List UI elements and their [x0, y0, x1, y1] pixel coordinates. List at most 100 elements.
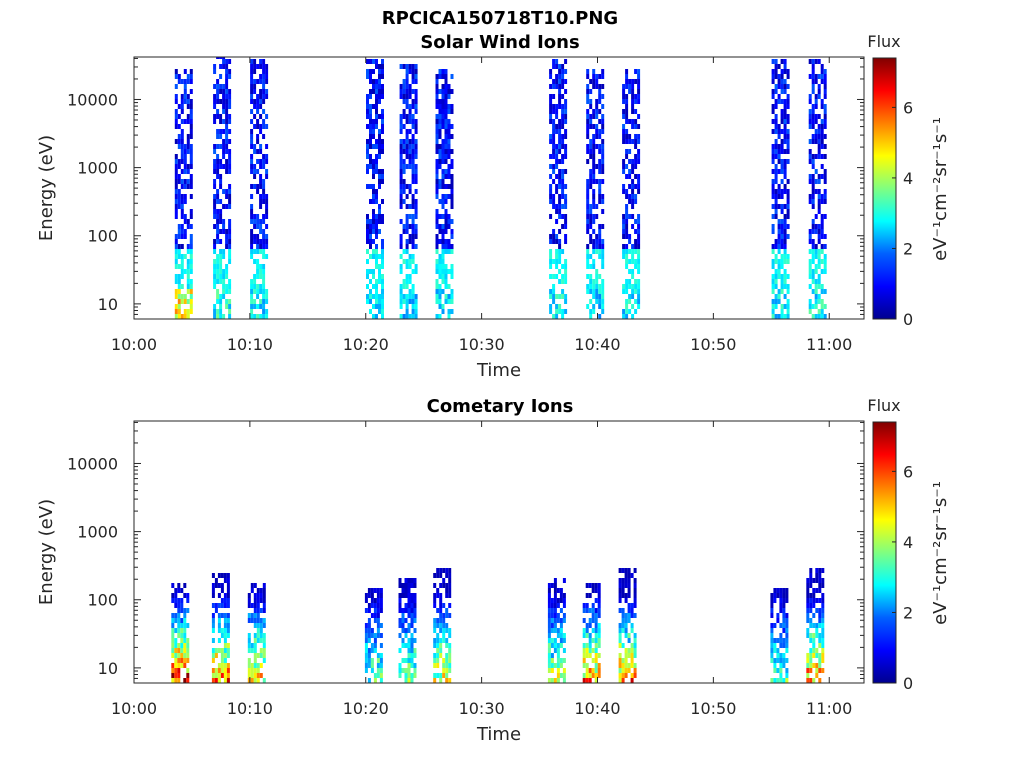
- heatmap-cell: [189, 79, 193, 84]
- heatmap-cell: [444, 194, 448, 199]
- heatmap-cell: [633, 638, 637, 643]
- heatmap-cell: [811, 194, 815, 199]
- heatmap-cell: [558, 94, 562, 99]
- heatmap-cell: [550, 678, 554, 683]
- heatmap-cell: [595, 164, 599, 169]
- heatmap-cell: [818, 658, 822, 663]
- heatmap-cell: [550, 603, 554, 608]
- heatmap-cell: [621, 618, 625, 623]
- heatmap-cell: [782, 603, 786, 608]
- heatmap-cell: [399, 219, 403, 224]
- heatmap-cell: [171, 598, 175, 603]
- heatmap-cell: [558, 229, 562, 234]
- heatmap-cell: [786, 209, 790, 214]
- heatmap-cell: [779, 653, 783, 658]
- heatmap-cell: [174, 603, 178, 608]
- heatmap-cell: [378, 294, 381, 299]
- heatmap-cell: [601, 254, 605, 259]
- heatmap-cell: [817, 89, 821, 94]
- heatmap-cell: [598, 164, 602, 169]
- heatmap-cell: [186, 74, 190, 79]
- heatmap-cell: [414, 74, 418, 79]
- heatmap-cell: [631, 79, 635, 84]
- heatmap-cell: [399, 149, 403, 154]
- heatmap-cell: [372, 249, 375, 254]
- heatmap-cell: [595, 284, 599, 289]
- heatmap-cell: [820, 139, 824, 144]
- heatmap-cell: [812, 598, 816, 603]
- heatmap-cell: [216, 299, 220, 304]
- colorbar-gradient: [872, 57, 897, 320]
- heatmap-cell: [780, 114, 784, 119]
- heatmap-cell: [558, 69, 562, 74]
- heatmap-cell: [253, 219, 257, 224]
- heatmap-cell: [586, 124, 590, 129]
- heatmap-cell: [219, 239, 223, 244]
- heatmap-cell: [558, 74, 562, 79]
- heatmap-cell: [222, 254, 226, 259]
- heatmap-cell: [367, 608, 371, 613]
- heatmap-cell: [808, 304, 812, 309]
- heatmap-cell: [407, 598, 411, 603]
- heatmap-cell: [820, 299, 824, 304]
- heatmap-cell: [177, 663, 181, 668]
- heatmap-cell: [601, 144, 605, 149]
- heatmap-cell: [780, 99, 784, 104]
- heatmap-cell: [369, 254, 372, 259]
- heatmap-cell: [381, 249, 384, 254]
- heatmap-cell: [180, 254, 184, 259]
- heatmap-cell: [405, 139, 409, 144]
- heatmap-cell: [817, 199, 821, 204]
- heatmap-cell: [177, 314, 181, 319]
- heatmap-cell: [564, 144, 568, 149]
- heatmap-cell: [216, 259, 220, 264]
- heatmap-cell: [398, 633, 402, 638]
- heatmap-cell: [219, 269, 223, 274]
- heatmap-cell: [262, 643, 266, 648]
- heatmap-cell: [555, 114, 559, 119]
- heatmap-cell: [814, 254, 818, 259]
- heatmap-cell: [177, 204, 181, 209]
- heatmap-cell: [225, 164, 229, 169]
- heatmap-cell: [183, 79, 187, 84]
- heatmap-cell: [556, 628, 560, 633]
- heatmap-cell: [414, 149, 418, 154]
- heatmap-cell: [436, 608, 440, 613]
- heatmap-cell: [222, 59, 226, 64]
- heatmap-cell: [771, 144, 775, 149]
- heatmap-cell: [256, 314, 260, 319]
- heatmap-cell: [445, 653, 449, 658]
- heatmap-cell: [408, 239, 412, 244]
- heatmap-cell: [806, 618, 810, 623]
- heatmap-cell: [618, 643, 622, 648]
- heatmap-cell: [402, 94, 406, 99]
- heatmap-cell: [777, 259, 781, 264]
- heatmap-cell: [414, 314, 418, 319]
- heatmap-cell: [379, 668, 383, 673]
- heatmap-cell: [780, 309, 784, 314]
- heatmap-cell: [637, 259, 641, 264]
- heatmap-cell: [628, 294, 632, 299]
- heatmap-cell: [253, 69, 257, 74]
- heatmap-cell: [256, 214, 260, 219]
- heatmap-cell: [628, 299, 632, 304]
- heatmap-cell: [180, 658, 184, 663]
- heatmap-cell: [399, 284, 403, 289]
- heatmap-cell: [183, 164, 187, 169]
- heatmap-cell: [265, 199, 269, 204]
- heatmap-cell: [401, 628, 405, 633]
- heatmap-cell: [786, 144, 790, 149]
- heatmap-cell: [405, 79, 409, 84]
- heatmap-cell: [217, 603, 221, 608]
- heatmap-cell: [783, 174, 787, 179]
- heatmap-cell: [445, 623, 449, 628]
- heatmap-cell: [373, 603, 377, 608]
- heatmap-cell: [219, 114, 223, 119]
- heatmap-cell: [228, 244, 232, 249]
- heatmap-cell: [549, 274, 553, 279]
- heatmap-cell: [219, 214, 223, 219]
- heatmap-cell: [779, 588, 783, 593]
- heatmap-cell: [549, 264, 553, 269]
